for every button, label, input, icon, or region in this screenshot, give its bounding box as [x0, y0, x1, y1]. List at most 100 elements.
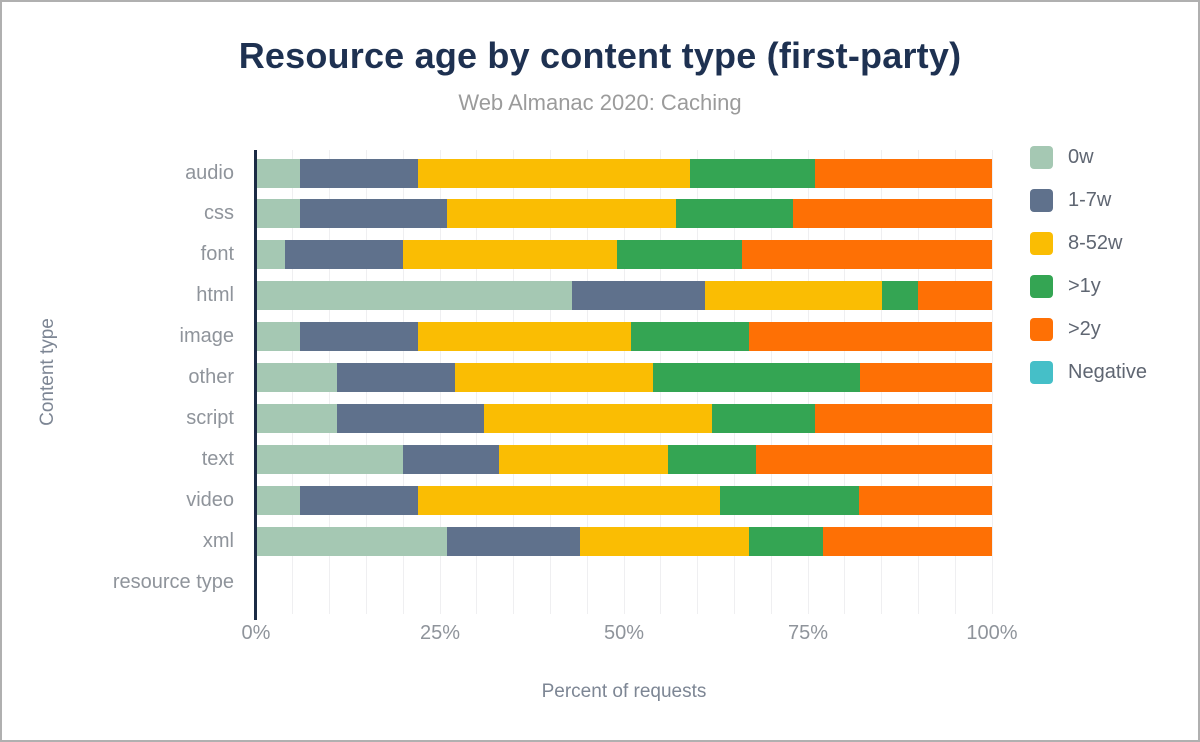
- bar-segment-0w[interactable]: [256, 363, 337, 392]
- bar-segment--2y[interactable]: [741, 240, 992, 269]
- bar-segment--2y[interactable]: [859, 486, 992, 515]
- bar-segment-8-52w[interactable]: [417, 486, 720, 515]
- bar-segment-1-7w[interactable]: [447, 527, 580, 556]
- bar-segment--1y[interactable]: [719, 486, 860, 515]
- category-label: image: [179, 325, 234, 347]
- category-label: script: [186, 407, 234, 429]
- bar-segment-0w[interactable]: [256, 322, 301, 351]
- bar-row: [256, 159, 992, 188]
- y-axis-line: [254, 150, 257, 620]
- plot-area: [256, 150, 993, 614]
- bar-segment-8-52w[interactable]: [447, 199, 676, 228]
- bar-segment-8-52w[interactable]: [454, 363, 654, 392]
- bar-segment-8-52w[interactable]: [403, 240, 617, 269]
- bar-segment--2y[interactable]: [918, 281, 992, 310]
- bar-segment--1y[interactable]: [881, 281, 919, 310]
- bar-row: [256, 322, 992, 351]
- x-tick-label: 25%: [419, 622, 461, 644]
- bar-segment-8-52w[interactable]: [579, 527, 750, 556]
- legend-label: Negative: [1068, 360, 1147, 383]
- category-label: html: [196, 284, 234, 306]
- bar-segment--1y[interactable]: [631, 322, 750, 351]
- bar-segment-1-7w[interactable]: [336, 404, 485, 433]
- bar-segment-0w[interactable]: [256, 527, 448, 556]
- gridline: [991, 150, 993, 614]
- bar-segment--1y[interactable]: [675, 199, 794, 228]
- bar-segment--2y[interactable]: [793, 199, 992, 228]
- category-label: text: [201, 448, 234, 470]
- bar-segment--1y[interactable]: [712, 404, 816, 433]
- bar-row: [256, 486, 992, 515]
- bar-segment-1-7w[interactable]: [300, 159, 418, 188]
- bar-segment--1y[interactable]: [653, 363, 860, 392]
- chart-subtitle: Web Almanac 2020: Caching: [458, 90, 742, 115]
- bar-row: [256, 240, 992, 269]
- bar-segment-8-52w[interactable]: [498, 445, 669, 474]
- legend-label: 1-7w: [1068, 188, 1112, 211]
- bar-segment--2y[interactable]: [756, 445, 992, 474]
- bar-segment--1y[interactable]: [668, 445, 757, 474]
- bar-segment-1-7w[interactable]: [300, 486, 418, 515]
- bar-segment--2y[interactable]: [822, 527, 992, 556]
- legend-swatch-icon: [1030, 317, 1053, 341]
- bar-segment--1y[interactable]: [616, 240, 742, 269]
- bar-segment-8-52w[interactable]: [417, 159, 691, 188]
- bar-row: [256, 363, 992, 392]
- legend-label: >2y: [1068, 317, 1101, 340]
- y-axis-title: Content type: [37, 318, 58, 426]
- bar-row: [256, 527, 992, 556]
- category-label: audio: [185, 162, 234, 184]
- x-tick-label: 0%: [241, 622, 271, 644]
- bar-segment-0w[interactable]: [256, 486, 301, 515]
- bar-segment-0w[interactable]: [256, 281, 573, 310]
- bar-row: [256, 199, 992, 228]
- bar-segment--1y[interactable]: [749, 527, 823, 556]
- legend-item-negative[interactable]: Negative: [1030, 360, 1147, 384]
- chart-title: Resource age by content type (first-part…: [238, 35, 962, 76]
- bar-segment-0w[interactable]: [256, 240, 286, 269]
- x-axis-title: Percent of requests: [541, 681, 707, 702]
- bar-segment-0w[interactable]: [256, 159, 301, 188]
- category-label: video: [186, 489, 234, 511]
- bar-row: [256, 568, 992, 597]
- bar-segment-0w[interactable]: [256, 199, 301, 228]
- legend-label: 8-52w: [1068, 231, 1123, 254]
- bar-segment-1-7w[interactable]: [285, 240, 404, 269]
- x-tick-label: 100%: [966, 622, 1018, 644]
- bar-segment--1y[interactable]: [690, 159, 816, 188]
- bar-segment-8-52w[interactable]: [417, 322, 632, 351]
- bar-segment--2y[interactable]: [815, 404, 992, 433]
- legend-label: 0w: [1068, 145, 1094, 168]
- bar-segment--2y[interactable]: [815, 159, 992, 188]
- legend-item--2y[interactable]: >2y: [1030, 317, 1101, 341]
- bar-segment-1-7w[interactable]: [300, 199, 448, 228]
- category-label: css: [204, 202, 234, 224]
- legend-swatch-icon: [1030, 274, 1053, 298]
- legend-swatch-icon: [1030, 188, 1053, 212]
- legend-item-0w[interactable]: 0w: [1030, 145, 1094, 169]
- category-label: xml: [202, 530, 234, 552]
- category-label: resource type: [112, 571, 234, 593]
- legend-item--1y[interactable]: >1y: [1030, 274, 1101, 298]
- bar-row: [256, 445, 992, 474]
- bar-segment-8-52w[interactable]: [704, 281, 882, 310]
- bar-segment--2y[interactable]: [749, 322, 992, 351]
- bar-segment-0w[interactable]: [256, 404, 337, 433]
- legend-swatch-icon: [1030, 360, 1053, 384]
- legend-item-1-7w[interactable]: 1-7w: [1030, 188, 1112, 212]
- x-tick-label: 75%: [787, 622, 829, 644]
- bar-segment-1-7w[interactable]: [403, 445, 499, 474]
- x-tick-label: 50%: [603, 622, 645, 644]
- category-label: other: [188, 366, 234, 388]
- bar-segment-8-52w[interactable]: [484, 404, 713, 433]
- bar-segment--2y[interactable]: [859, 363, 992, 392]
- bar-segment-1-7w[interactable]: [300, 322, 418, 351]
- legend-swatch-icon: [1030, 231, 1053, 255]
- legend-swatch-icon: [1030, 145, 1053, 169]
- bar-segment-1-7w[interactable]: [336, 363, 455, 392]
- bar-segment-1-7w[interactable]: [572, 281, 705, 310]
- bar-row: [256, 404, 992, 433]
- legend-item-8-52w[interactable]: 8-52w: [1030, 231, 1123, 255]
- bar-segment-0w[interactable]: [256, 445, 404, 474]
